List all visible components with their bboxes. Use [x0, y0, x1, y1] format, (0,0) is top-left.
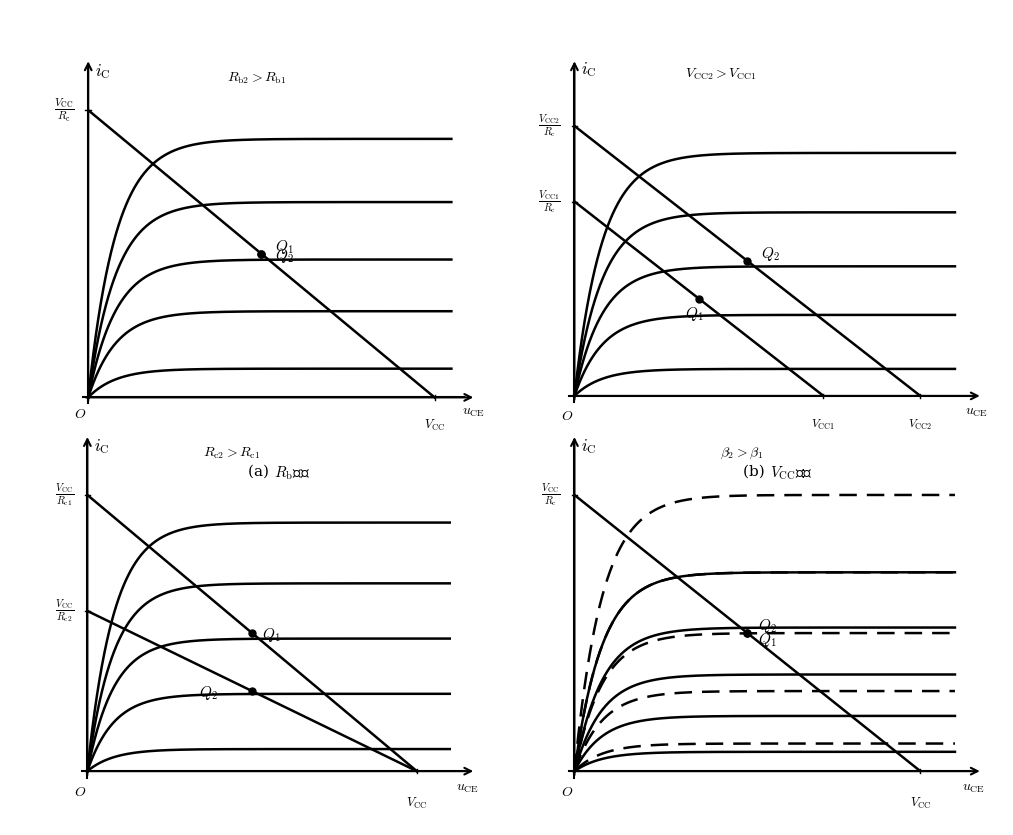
Text: $\dfrac{V_{\mathrm{CC}}}{R_{\mathrm{c}}}$: $\dfrac{V_{\mathrm{CC}}}{R_{\mathrm{c}}}… [54, 97, 74, 124]
Text: $O$: $O$ [560, 409, 573, 423]
Text: $Q_2$: $Q_2$ [276, 246, 294, 265]
Text: $\dfrac{V_{\mathrm{CC}}}{R_{\mathrm{c}}}$: $\dfrac{V_{\mathrm{CC}}}{R_{\mathrm{c}}}… [541, 482, 560, 509]
Text: $R_{\mathrm{c2}}>R_{\mathrm{c1}}$: $R_{\mathrm{c2}}>R_{\mathrm{c1}}$ [203, 445, 260, 461]
Text: $i_{\mathrm{C}}$: $i_{\mathrm{C}}$ [581, 61, 597, 79]
Text: $\beta_2>\beta_1$: $\beta_2>\beta_1$ [719, 446, 763, 462]
Text: (a): (a) [247, 464, 274, 478]
Text: $O$: $O$ [74, 785, 86, 799]
Text: $u_{\mathrm{CE}}$: $u_{\mathrm{CE}}$ [965, 405, 989, 419]
Text: $V_{\mathrm{CC}}$改变: $V_{\mathrm{CC}}$改变 [770, 464, 812, 482]
Text: $V_{\mathrm{CC2}}$: $V_{\mathrm{CC2}}$ [908, 418, 933, 432]
Text: $\dfrac{V_{\mathrm{CC}}}{R_{\mathrm{c1}}}$: $\dfrac{V_{\mathrm{CC}}}{R_{\mathrm{c1}}… [55, 482, 74, 509]
Text: $Q_2$: $Q_2$ [761, 245, 780, 263]
Text: $Q_1$: $Q_1$ [276, 238, 294, 256]
Text: $u_{\mathrm{CE}}$: $u_{\mathrm{CE}}$ [456, 781, 479, 795]
Text: $Q_2$: $Q_2$ [200, 684, 218, 701]
Text: $O$: $O$ [560, 785, 573, 799]
Text: $\dfrac{V_{\mathrm{CC}}}{R_{\mathrm{c2}}}$: $\dfrac{V_{\mathrm{CC}}}{R_{\mathrm{c2}}… [55, 598, 74, 625]
Text: $O$: $O$ [74, 407, 87, 421]
Text: $i_{\mathrm{C}}$: $i_{\mathrm{C}}$ [95, 62, 110, 80]
Text: $Q_1$: $Q_1$ [262, 625, 281, 644]
Text: $i_{\mathrm{C}}$: $i_{\mathrm{C}}$ [94, 437, 109, 456]
Text: $Q_1$: $Q_1$ [685, 305, 704, 322]
Text: $i_{\mathrm{C}}$: $i_{\mathrm{C}}$ [581, 437, 597, 456]
Text: $V_{\mathrm{CC}}$: $V_{\mathrm{CC}}$ [910, 796, 931, 811]
Text: $u_{\mathrm{CE}}$: $u_{\mathrm{CE}}$ [462, 405, 485, 419]
Text: $\dfrac{V_{\mathrm{CC1}}}{R_{\mathrm{c}}}$: $\dfrac{V_{\mathrm{CC1}}}{R_{\mathrm{c}}… [538, 188, 560, 215]
Text: $\dfrac{V_{\mathrm{CC2}}}{R_{\mathrm{c}}}$: $\dfrac{V_{\mathrm{CC2}}}{R_{\mathrm{c}}… [538, 113, 560, 139]
Text: $u_{\mathrm{CE}}$: $u_{\mathrm{CE}}$ [962, 781, 985, 795]
Text: $V_{\mathrm{CC}}$: $V_{\mathrm{CC}}$ [406, 796, 427, 811]
Text: (b): (b) [744, 464, 770, 478]
Text: $V_{\mathrm{CC1}}$: $V_{\mathrm{CC1}}$ [811, 418, 836, 432]
Text: $V_{\mathrm{CC}}$: $V_{\mathrm{CC}}$ [423, 418, 446, 433]
Text: $Q_2$: $Q_2$ [758, 617, 777, 635]
Text: $R_{\mathrm{b2}}>R_{\mathrm{b1}}$: $R_{\mathrm{b2}}>R_{\mathrm{b1}}$ [227, 70, 286, 86]
Text: $V_{\mathrm{CC2}}>V_{\mathrm{CC1}}$: $V_{\mathrm{CC2}}>V_{\mathrm{CC1}}$ [685, 66, 757, 82]
Text: $R_{\mathrm{b}}$改变: $R_{\mathrm{b}}$改变 [274, 464, 310, 482]
Text: $Q_1$: $Q_1$ [758, 631, 776, 649]
